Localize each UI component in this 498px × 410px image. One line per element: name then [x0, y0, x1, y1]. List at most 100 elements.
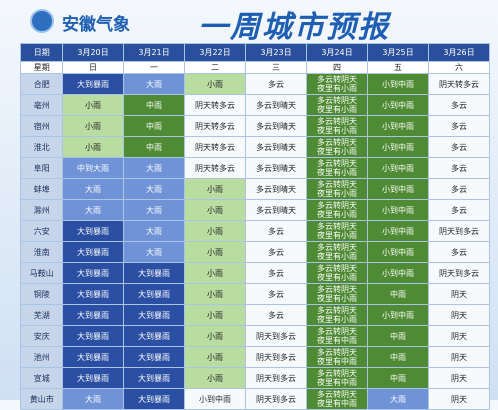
cell-text: 阴天到多云 [256, 394, 296, 404]
cell-text: 小到中雨 [199, 394, 231, 404]
cell-text: 淮南 [33, 247, 50, 257]
forecast: 阴天到多云 [245, 367, 307, 389]
forecast: 多云转阴天夜里有中雨 [306, 367, 368, 389]
forecast: 多云 [428, 178, 490, 200]
forecast: 阴天到多云 [428, 262, 490, 284]
forecast: 多云转阴天夜里有小雨 [306, 73, 368, 95]
cell-text: 多云 [451, 142, 467, 152]
cell-text: 合肥 [33, 79, 50, 89]
cell-text: 阴天到多云 [256, 331, 296, 341]
forecast: 小到中雨 [367, 94, 429, 116]
cell-text: 大到暴雨 [138, 373, 170, 383]
cell-text: 多云转阴天夜里有小雨 [317, 180, 357, 198]
forecast: 大雨 [123, 157, 185, 179]
forecast: 大到暴雨 [123, 304, 185, 326]
header: 安徽气象 一周城市预报 [0, 0, 498, 45]
city-row: 合肥 大到暴雨 大雨 小雨 多云 多云转阴天夜里有小雨 小到中雨 阴天转多云 [20, 73, 490, 95]
column-header: 3月22日 [184, 43, 246, 62]
cell-text: 大到暴雨 [77, 373, 109, 383]
cell-text: 大雨 [146, 184, 162, 194]
forecast: 多云转阴天夜里有小雨 [306, 115, 368, 137]
forecast: 阴天转多云 [184, 157, 246, 179]
city-row: 芜湖 大到暴雨 大到暴雨 小雨 多云 多云转阴天夜里有小雨 小到中雨 阴天 [20, 304, 490, 326]
cell-text: 3月21日 [138, 48, 170, 57]
cell-text: 多云到晴天 [256, 121, 296, 131]
cell-text: 中雨 [146, 100, 162, 110]
cell-text: 阴天到多云 [439, 268, 479, 278]
cell-text: 蚌埠 [33, 184, 50, 194]
cell-text: 大到暴雨 [77, 352, 109, 362]
forecast: 多云转阴天夜里有小雨 [306, 220, 368, 242]
cell-text: 小雨 [207, 373, 223, 383]
cell-text: 一 [150, 63, 158, 72]
cell-text: 多云转阴天夜里有小雨 [317, 117, 357, 135]
cell-text: 马鞍山 [29, 268, 54, 278]
forecast: 小雨 [184, 199, 246, 221]
weekday: 星期 [20, 61, 63, 74]
cell-text: 大到暴雨 [138, 268, 170, 278]
cell-text: 多云 [268, 268, 284, 278]
forecast: 阴天转多云 [184, 136, 246, 158]
cell-text: 三 [272, 63, 280, 72]
cell-text: 阴天 [451, 310, 467, 320]
forecast: 多云 [428, 199, 490, 221]
forecast: 多云转阴天夜里有小雨 [306, 283, 368, 305]
forecast: 大到暴雨 [123, 346, 185, 368]
cell-text: 3月26日 [443, 48, 475, 57]
cell-text: 大雨 [85, 184, 101, 194]
cell-text: 多云转阴天夜里有小雨 [317, 75, 357, 93]
city: 合肥 [20, 73, 63, 95]
forecast: 阴天 [428, 283, 490, 305]
forecast: 多云 [245, 220, 307, 242]
cell-text: 多云到晴天 [256, 205, 296, 215]
weekday: 六 [428, 61, 490, 74]
cell-text: 多云转阴天夜里有小雨 [317, 201, 357, 219]
forecast: 多云到晴天 [245, 94, 307, 116]
cell-text: 阴天 [451, 373, 467, 383]
forecast: 小雨 [184, 283, 246, 305]
forecast: 大雨 [367, 388, 429, 410]
city: 蚌埠 [20, 178, 63, 200]
cell-text: 小雨 [207, 310, 223, 320]
forecast: 阴天到多云 [428, 220, 490, 242]
forecast: 大雨 [62, 199, 124, 221]
city: 黄山市 [20, 388, 63, 410]
cell-text: 小到中雨 [382, 163, 414, 173]
cell-text: 黄山市 [29, 394, 54, 404]
cell-text: 多云转阴天夜里有小雨 [317, 96, 357, 114]
city-row: 马鞍山 大到暴雨 大到暴雨 小雨 多云 多云转阴天夜里有小雨 小到中雨 阴天到多云 [20, 262, 490, 284]
weekday-row: 星期 日 一 二 三 四 五 六 [20, 61, 490, 74]
cell-text: 安庆 [33, 331, 50, 341]
cell-text: 大雨 [146, 226, 162, 236]
weekday: 一 [123, 61, 185, 74]
cell-text: 六安 [33, 226, 50, 236]
cell-text: 小到中雨 [382, 184, 414, 194]
forecast: 多云转阴天夜里有小雨 [306, 94, 368, 116]
forecast: 大到暴雨 [62, 241, 124, 263]
cell-text: 小雨 [207, 184, 223, 194]
cell-text: 小雨 [85, 142, 101, 152]
forecast: 大到暴雨 [62, 262, 124, 284]
forecast: 小到中雨 [367, 136, 429, 158]
forecast: 多云到晴天 [245, 178, 307, 200]
forecast: 小雨 [184, 325, 246, 347]
forecast: 小到中雨 [367, 241, 429, 263]
forecast: 多云 [428, 136, 490, 158]
city: 六安 [20, 220, 63, 242]
forecast: 多云 [428, 157, 490, 179]
cell-text: 小到中雨 [382, 142, 414, 152]
cell-text: 星期 [33, 63, 50, 72]
forecast: 大雨 [123, 178, 185, 200]
forecast: 小雨 [184, 178, 246, 200]
cell-text: 大到暴雨 [138, 310, 170, 320]
forecast: 小到中雨 [367, 220, 429, 242]
forecast: 中雨 [367, 346, 429, 368]
column-header: 3月21日 [123, 43, 185, 62]
cell-text: 亳州 [33, 100, 50, 110]
cell-text: 3月20日 [77, 48, 109, 57]
cell-text: 多云转阴天夜里有中雨 [317, 348, 357, 366]
cell-text: 大雨 [390, 394, 406, 404]
forecast: 小到中雨 [367, 115, 429, 137]
cell-text: 3月24日 [321, 48, 353, 57]
city-row: 亳州 小雨 中雨 阴天转多云 多云到晴天 多云转阴天夜里有小雨 小到中雨 多云 [20, 94, 490, 116]
